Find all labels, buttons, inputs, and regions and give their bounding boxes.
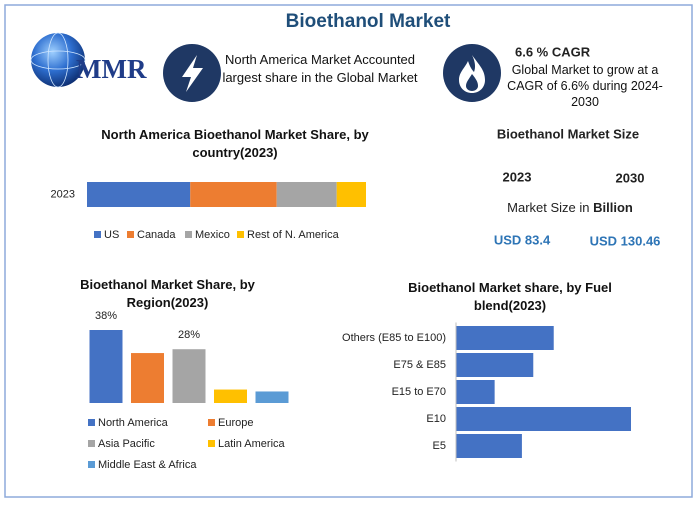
- unit-label: Market Size in Billion: [507, 200, 633, 215]
- highlight-text: Global Market to grow at a CAGR of 6.6% …: [507, 63, 663, 109]
- bar-segment: [336, 182, 366, 207]
- legend-swatch: [185, 231, 192, 238]
- unit-label-text: Market Size in: [507, 200, 589, 215]
- bar-segment: [276, 182, 337, 207]
- chart-title: North America Bioethanol Market Share, b…: [101, 127, 369, 160]
- market-value: USD 83.4: [494, 232, 551, 247]
- legend-swatch: [88, 440, 95, 447]
- legend-label: Rest of N. America: [247, 229, 340, 241]
- market-size-title: Bioethanol Market Size: [497, 126, 639, 141]
- bar: [214, 389, 247, 403]
- bar: [131, 353, 164, 403]
- legend-swatch: [94, 231, 101, 238]
- bar: [456, 326, 554, 350]
- unit: Billion: [593, 200, 633, 215]
- legend-label: Latin America: [218, 438, 286, 450]
- legend-swatch: [127, 231, 134, 238]
- legend-swatch: [208, 419, 215, 426]
- legend-swatch: [237, 231, 244, 238]
- page-title: Bioethanol Market: [286, 11, 451, 32]
- logo-globe-line: [30, 50, 86, 70]
- legend-swatch: [88, 419, 95, 426]
- y-tick-label: 2023: [51, 188, 75, 200]
- year-label: 2030: [616, 170, 645, 185]
- bar: [255, 391, 289, 403]
- lightning-icon: [182, 55, 203, 92]
- chart-title: Bioethanol Market share, by Fuel blend(2…: [408, 280, 612, 313]
- legend-swatch: [88, 461, 95, 468]
- bar: [456, 434, 522, 458]
- flame-inner: [466, 74, 478, 91]
- logo-globe: [31, 33, 85, 87]
- legend-label: Mexico: [195, 229, 230, 241]
- bar-segment: [190, 182, 277, 207]
- data-label: 28%: [178, 329, 200, 341]
- bar: [456, 407, 631, 431]
- bar-segment: [87, 182, 191, 207]
- data-label: 38%: [95, 310, 117, 322]
- y-tick-label: E5: [433, 440, 446, 452]
- logo-text: MMR: [76, 54, 147, 84]
- legend-label: Middle East & Africa: [98, 459, 197, 471]
- year-label: 2023: [503, 169, 532, 184]
- bar: [456, 380, 495, 404]
- legend-label: Asia Pacific: [98, 438, 155, 450]
- cagr-heading: 6.6 % CAGR: [515, 44, 591, 59]
- legend-label: North America: [98, 417, 169, 429]
- legend-label: Canada: [137, 229, 176, 241]
- logo-globe-line: [47, 32, 69, 88]
- frame: [4, 4, 693, 498]
- bar: [456, 353, 534, 377]
- highlight-text: North America Market Accounted largest s…: [222, 52, 418, 85]
- bar: [89, 330, 123, 403]
- legend-label: US: [104, 229, 119, 241]
- y-tick-label: E15 to E70: [392, 386, 446, 398]
- bar: [172, 349, 206, 403]
- y-tick-label: E10: [426, 413, 446, 425]
- market-value: USD 130.46: [590, 233, 661, 248]
- y-tick-label: E75 & E85: [393, 359, 446, 371]
- y-tick-label: Others (E85 to E100): [342, 332, 446, 344]
- legend-label: Europe: [218, 417, 253, 429]
- chart-title: Bioethanol Market Share, by Region(2023): [80, 277, 255, 310]
- legend-swatch: [208, 440, 215, 447]
